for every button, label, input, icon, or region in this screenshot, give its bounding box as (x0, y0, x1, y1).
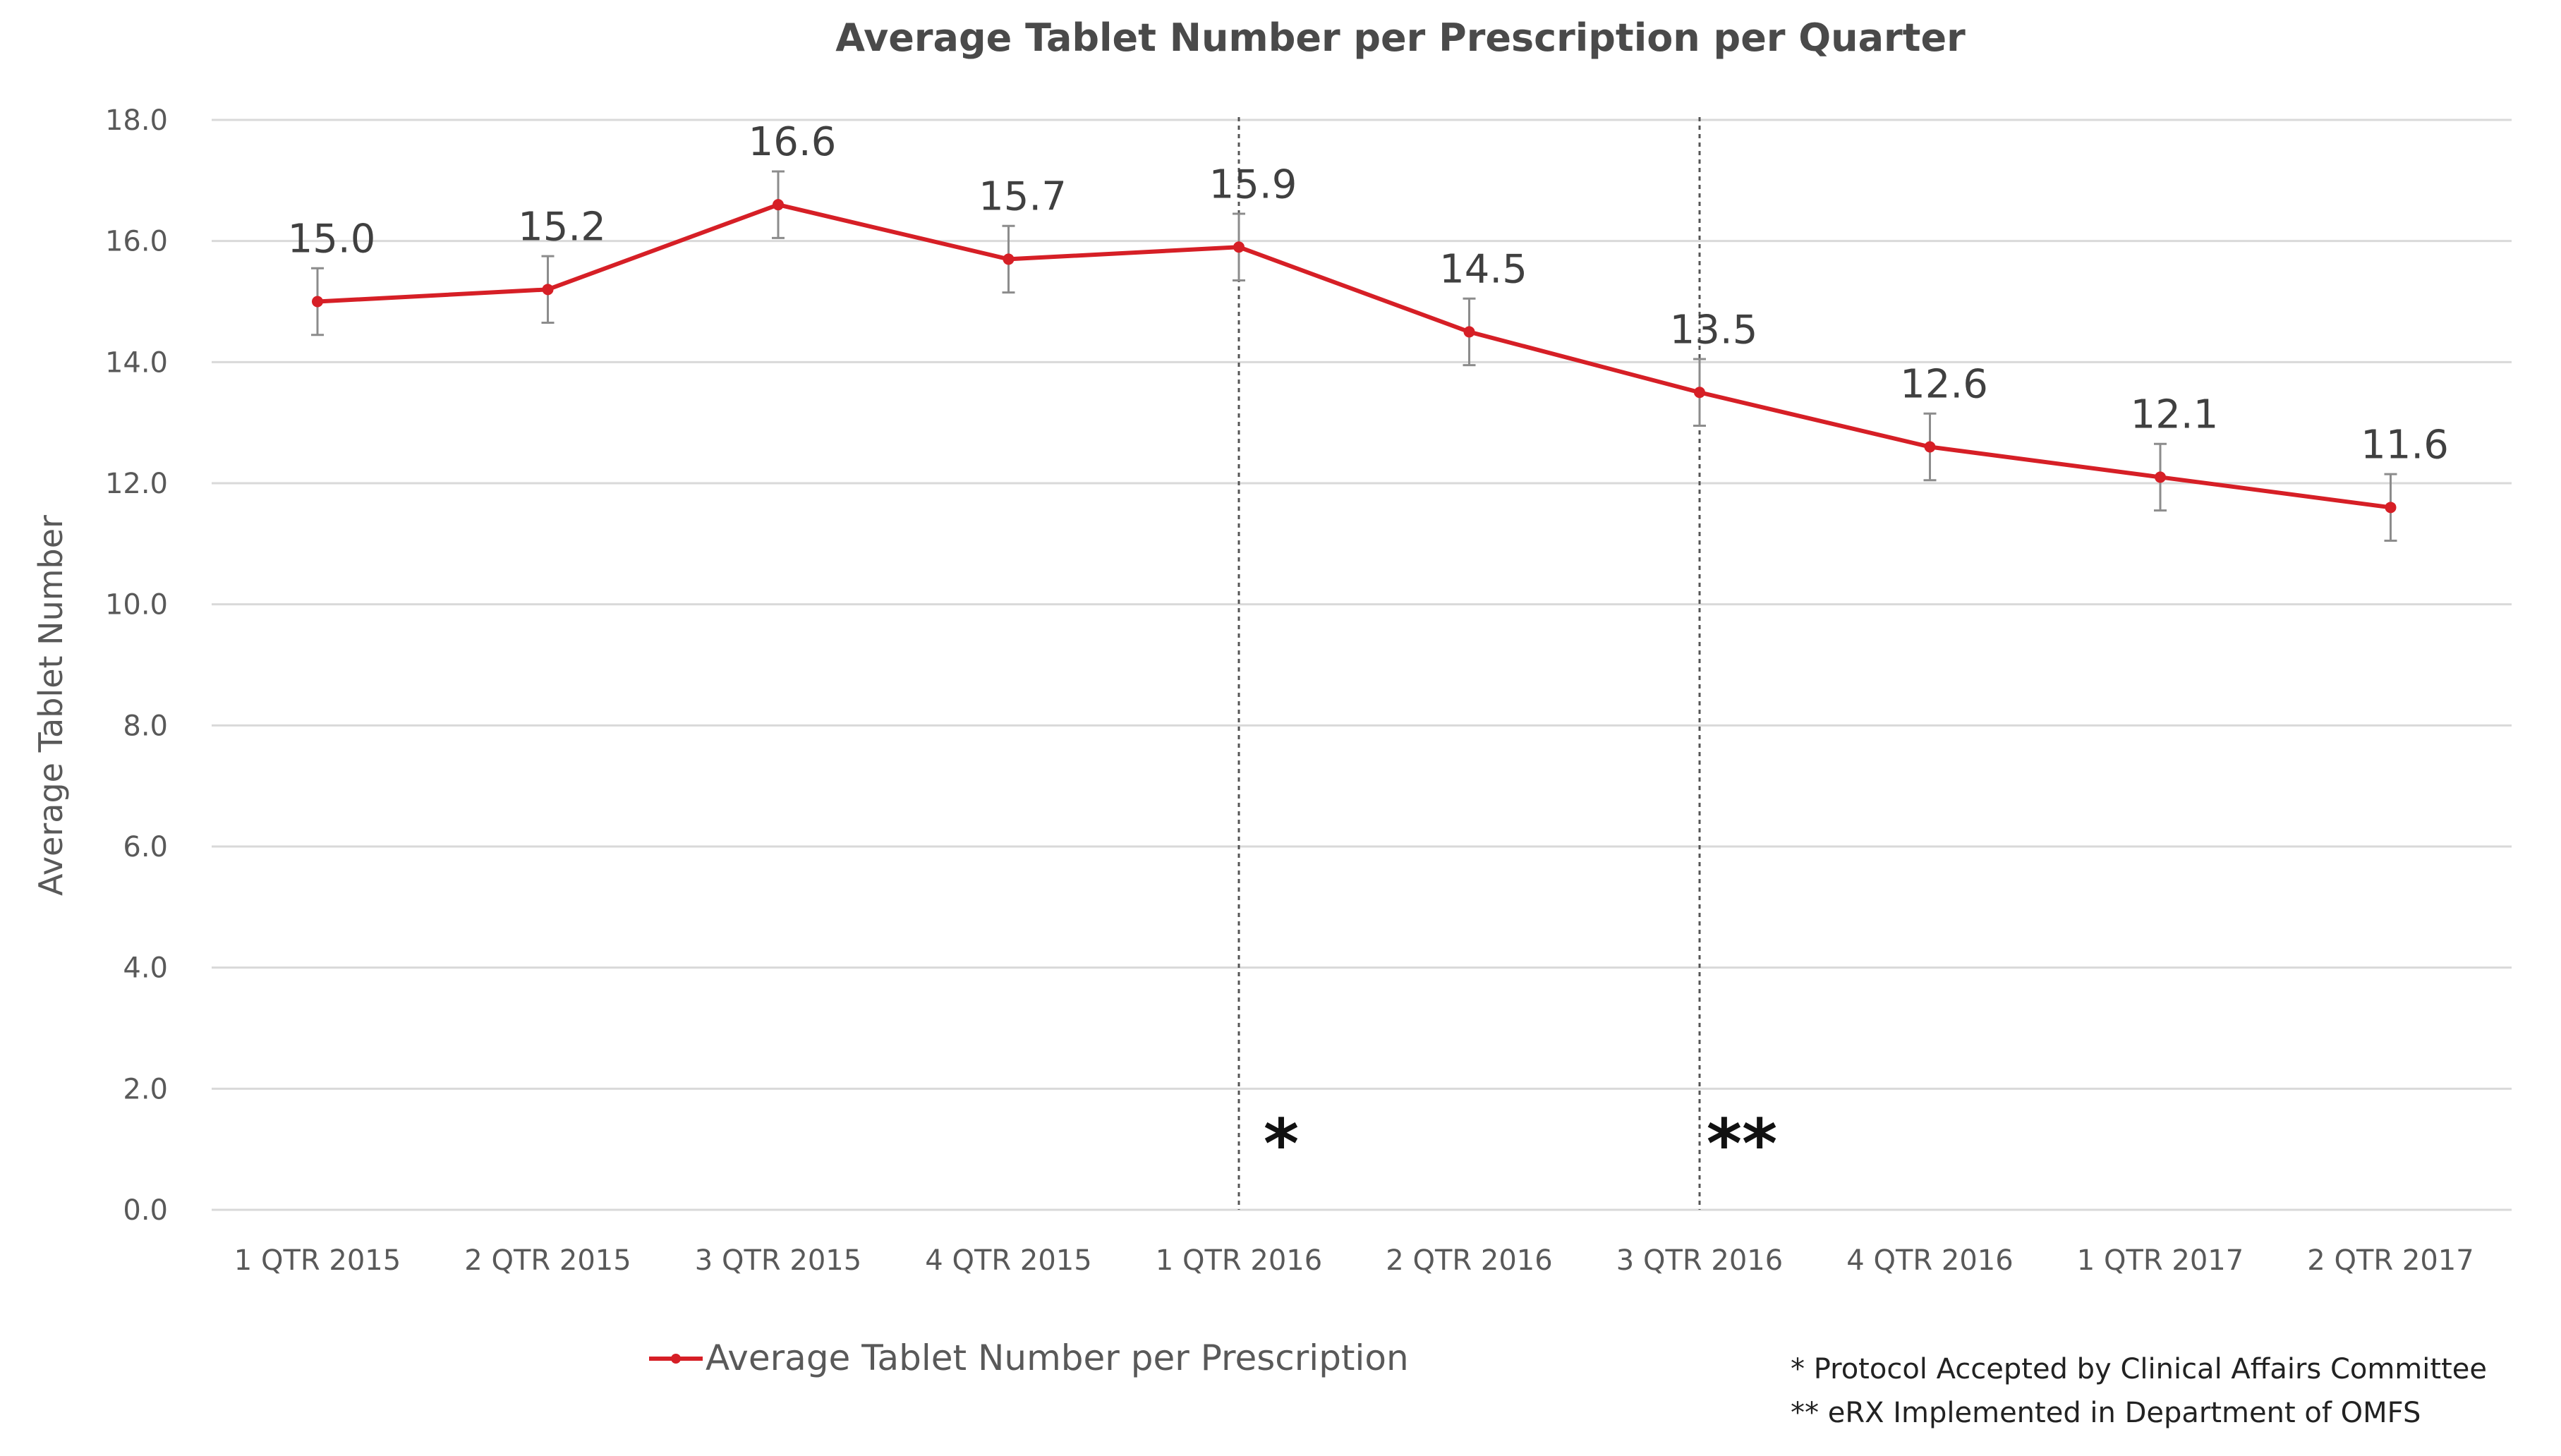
x-axis-ticks: 1 QTR 2015 2 QTR 2015 3 QTR 2015 4 QTR 2015… (234, 1244, 2474, 1277)
data-point (1694, 387, 1705, 399)
x-tick-label: 1 QTR 2016 (1156, 1244, 1322, 1277)
data-point (1463, 326, 1475, 338)
x-tick-label: 4 QTR 2016 (1846, 1244, 2013, 1277)
data-label: 16.6 (749, 119, 837, 165)
reference-marker: ** (1707, 1105, 1777, 1184)
x-tick-label: 3 QTR 2015 (695, 1244, 861, 1277)
legend-label: Average Tablet Number per Prescription (706, 1337, 1409, 1378)
y-tick-label: 4.0 (123, 952, 168, 985)
y-tick-label: 0.0 (123, 1194, 168, 1227)
data-point (2155, 471, 2166, 483)
y-tick-label: 10.0 (105, 589, 168, 621)
footnotes: * Protocol Accepted by Clinical Affairs … (1791, 1353, 2487, 1429)
y-axis-label: Average Tablet Number (32, 515, 70, 896)
data-point (1924, 441, 1936, 453)
data-point (542, 284, 554, 296)
data-label: 12.6 (1900, 362, 1988, 408)
legend: Average Tablet Number per Prescription (649, 1337, 1409, 1378)
y-tick-label: 12.0 (105, 468, 168, 500)
x-tick-label: 1 QTR 2017 (2077, 1244, 2244, 1277)
data-label: 15.0 (288, 217, 376, 262)
data-label: 14.5 (1439, 246, 1527, 292)
data-label: 12.1 (2131, 392, 2219, 437)
reference-marker: * (1264, 1105, 1299, 1184)
data-point (1003, 253, 1015, 265)
y-tick-label: 8.0 (123, 710, 168, 742)
data-label: 11.6 (2361, 422, 2449, 468)
x-tick-label: 4 QTR 2015 (925, 1244, 1091, 1277)
data-label: 15.9 (1209, 162, 1297, 207)
series-line (317, 202, 2391, 510)
footnote-2: ** eRX Implemented in Department of OMFS (1791, 1397, 2421, 1429)
data-point (1233, 241, 1245, 253)
series-group: 15.0 15.2 16.6 15.7 15.9 14.5 13.5 12.6 12.1 11.6 (288, 119, 2449, 542)
y-axis-ticks: 0.0 2.0 4.0 6.0 8.0 10.0 12.0 14.0 16.0 18.0 (105, 104, 168, 1227)
y-tick-label: 18.0 (105, 104, 168, 137)
legend-swatch-marker (671, 1354, 681, 1364)
data-label: 15.2 (518, 204, 606, 250)
x-tick-label: 3 QTR 2016 (1616, 1244, 1783, 1277)
y-tick-label: 16.0 (105, 226, 168, 258)
data-point (773, 199, 784, 211)
gridlines (212, 119, 2512, 1211)
x-tick-label: 2 QTR 2015 (464, 1244, 631, 1277)
data-point (2385, 502, 2397, 514)
data-label: 13.5 (1670, 307, 1758, 353)
reference-lines: * ** (1237, 117, 1777, 1210)
y-tick-label: 14.0 (105, 346, 168, 379)
footnote-1: * Protocol Accepted by Clinical Affairs … (1791, 1353, 2487, 1385)
y-tick-label: 6.0 (123, 831, 168, 863)
chart-title: Average Tablet Number per Prescription p… (835, 16, 1966, 60)
data-point (312, 296, 323, 308)
x-tick-label: 1 QTR 2015 (234, 1244, 401, 1277)
y-tick-label: 2.0 (123, 1073, 168, 1105)
x-tick-label: 2 QTR 2016 (1386, 1244, 1552, 1277)
data-label: 15.7 (979, 174, 1067, 219)
x-tick-label: 2 QTR 2017 (2307, 1244, 2474, 1277)
